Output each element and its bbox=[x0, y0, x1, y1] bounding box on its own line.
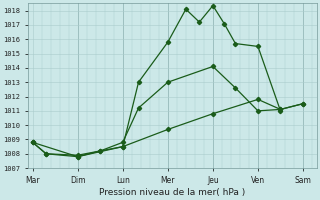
X-axis label: Pression niveau de la mer( hPa ): Pression niveau de la mer( hPa ) bbox=[99, 188, 245, 197]
